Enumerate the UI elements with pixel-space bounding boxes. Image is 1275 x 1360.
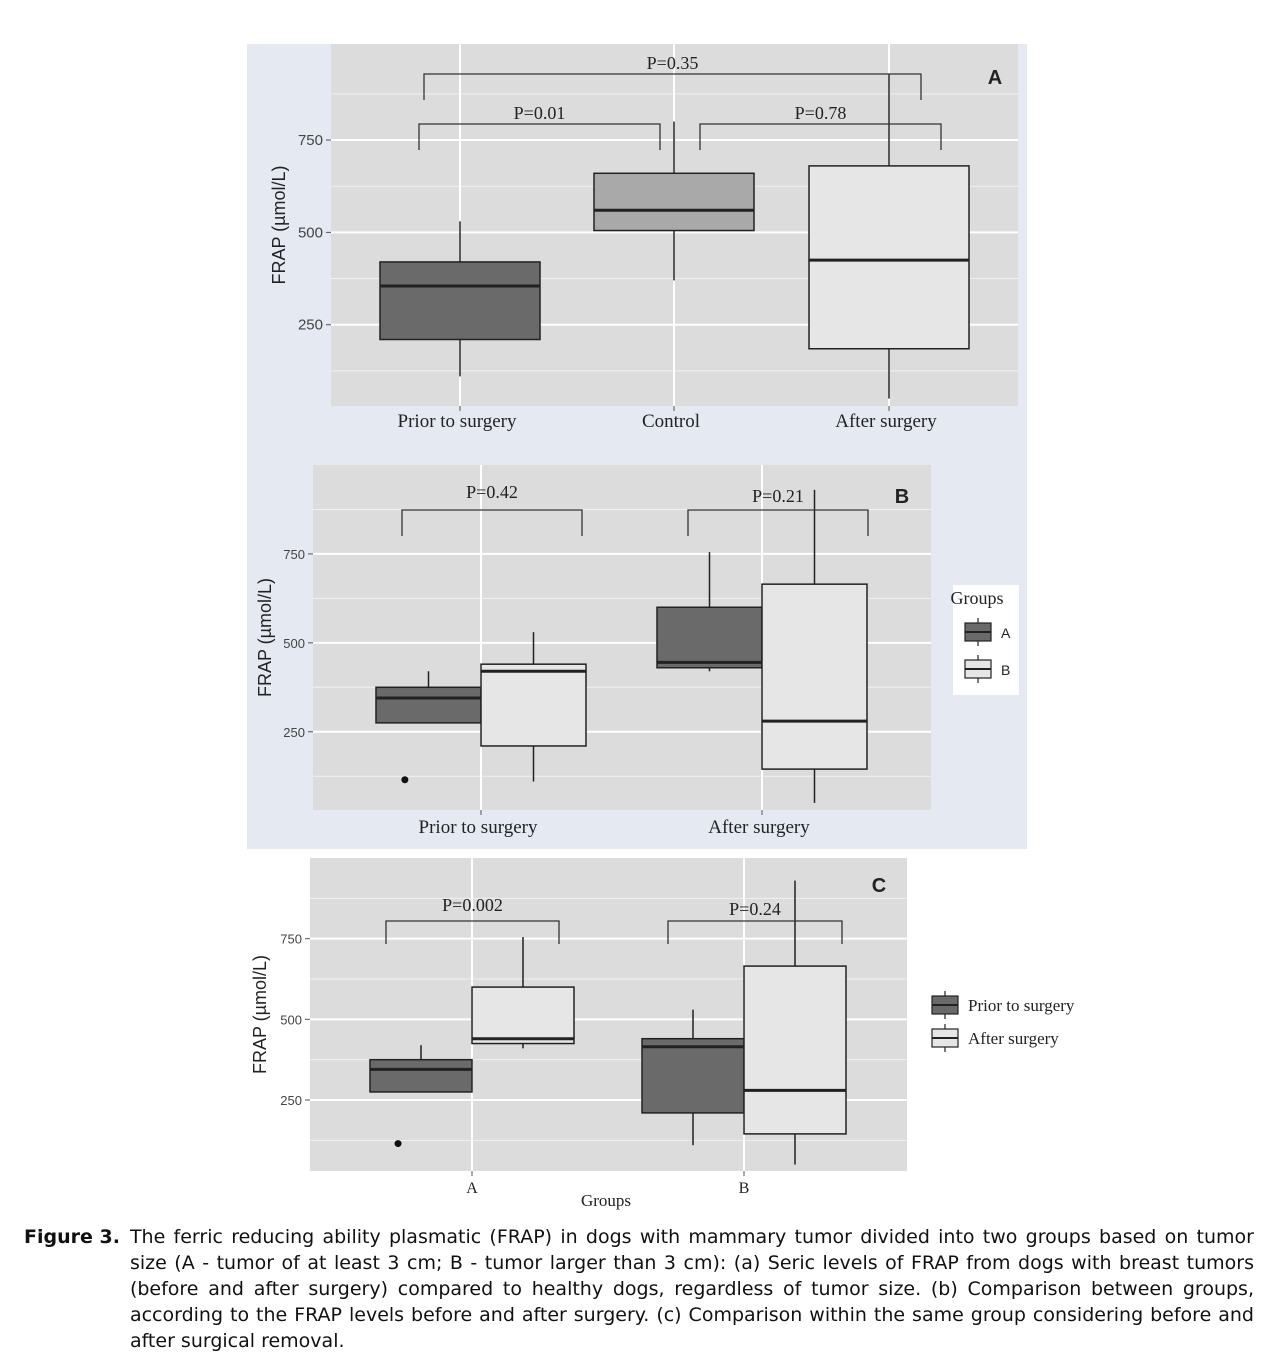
legend: Groups A B bbox=[951, 585, 1019, 695]
box-iqr bbox=[761, 583, 868, 770]
p-value-label: P=0.24 bbox=[729, 899, 781, 919]
p-value-label: P=0.42 bbox=[466, 482, 518, 502]
x-axis-label: Groups bbox=[581, 1191, 631, 1210]
y-tick-label: 500 bbox=[283, 636, 305, 651]
box-a-prior-to-surgery bbox=[375, 671, 482, 784]
p-value-label: P=0.35 bbox=[647, 53, 699, 73]
box-prior-to-surgery bbox=[379, 221, 541, 377]
comparison-bracket bbox=[423, 73, 922, 100]
legend-title: Groups bbox=[951, 588, 1004, 608]
y-tick-label: 250 bbox=[280, 1093, 302, 1108]
legend: Prior to surgery After surgery bbox=[931, 991, 1075, 1052]
panel-a: 250 500 750 FRAP (µmol/L) P=0.01 P=0.78 P=0.35… bbox=[269, 44, 1018, 432]
box-prior-to-surgery-a bbox=[369, 1045, 473, 1148]
y-axis-label: FRAP (µmol/L) bbox=[269, 165, 289, 284]
box-control bbox=[593, 121, 755, 281]
y-tick-label: 500 bbox=[280, 1012, 302, 1027]
x-tick-label: After surgery bbox=[708, 817, 810, 838]
y-tick-label: 250 bbox=[283, 725, 305, 740]
legend-key-a bbox=[964, 618, 992, 646]
box-iqr bbox=[641, 1037, 745, 1114]
box-iqr bbox=[656, 606, 763, 669]
x-tick-label: Control bbox=[642, 411, 700, 432]
panel-letter: B bbox=[895, 486, 909, 508]
legend-key-after-surgery bbox=[931, 1024, 959, 1052]
x-tick-label: Prior to surgery bbox=[398, 411, 517, 432]
outlier-point bbox=[401, 776, 409, 784]
y-tick-label: 500 bbox=[298, 224, 323, 241]
comparison-bracket bbox=[401, 509, 583, 536]
comparison-bracket bbox=[418, 123, 661, 150]
legend-label: Prior to surgery bbox=[968, 996, 1075, 1015]
legend-label: B bbox=[1001, 662, 1010, 678]
box-iqr bbox=[375, 686, 482, 724]
panel-b: 250 500 750 FRAP (µmol/L) P=0.42 P=0.21 Prior … bbox=[255, 465, 1019, 838]
p-value-label: P=0.01 bbox=[514, 103, 566, 123]
panel-letter: C bbox=[872, 875, 886, 897]
p-value-label: P=0.21 bbox=[752, 486, 804, 506]
box-iqr bbox=[743, 965, 847, 1135]
box-b-prior-to-surgery bbox=[480, 632, 587, 782]
box-after-surgery-a bbox=[471, 937, 575, 1049]
box-prior-to-surgery-b bbox=[641, 1009, 745, 1146]
panel-c: 250 500 750 FRAP (µmol/L) P=0.002 P=0.24 A B Gro… bbox=[250, 858, 1075, 1210]
box-iqr bbox=[379, 261, 541, 341]
x-tick-label: B bbox=[739, 1180, 750, 1197]
box-iqr bbox=[808, 165, 970, 350]
figure-caption: Figure 3. The ferric reducing ability pl… bbox=[24, 1224, 1254, 1354]
box-after-surgery-b bbox=[743, 880, 847, 1165]
comparison-bracket bbox=[667, 920, 843, 944]
y-tick-label: 750 bbox=[283, 547, 305, 562]
caption-text: The ferric reducing ability plasmatic (F… bbox=[129, 1226, 1254, 1352]
panel-letter: A bbox=[988, 67, 1002, 89]
outlier-point bbox=[394, 1140, 402, 1148]
box-iqr bbox=[471, 986, 575, 1045]
y-tick-label: 750 bbox=[280, 932, 302, 947]
legend-key-prior-to-surgery bbox=[931, 991, 959, 1019]
legend-key-b bbox=[964, 655, 992, 683]
x-tick-label: Prior to surgery bbox=[419, 817, 538, 838]
box-b-after-surgery bbox=[761, 489, 868, 803]
figure-3: 250 500 750 FRAP (µmol/L) P=0.01 P=0.78 P=0.35… bbox=[247, 44, 1075, 1210]
x-tick-label: A bbox=[466, 1180, 478, 1197]
y-axis-label: FRAP (µmol/L) bbox=[250, 955, 270, 1074]
x-tick-label: After surgery bbox=[835, 411, 937, 432]
box-iqr bbox=[369, 1058, 473, 1093]
p-value-label: P=0.002 bbox=[442, 895, 503, 915]
comparison-bracket bbox=[687, 509, 869, 536]
p-value-label: P=0.78 bbox=[795, 103, 847, 123]
legend-label: After surgery bbox=[968, 1029, 1059, 1048]
y-axis-label: FRAP (µmol/L) bbox=[255, 578, 275, 697]
comparison-bracket bbox=[385, 920, 560, 944]
caption-label: Figure 3. bbox=[24, 1226, 120, 1248]
box-a-after-surgery bbox=[656, 552, 763, 672]
box-after-surgery bbox=[808, 73, 970, 399]
legend-label: A bbox=[1001, 625, 1011, 641]
box-iqr bbox=[480, 663, 587, 747]
comparison-bracket bbox=[699, 123, 942, 150]
box-iqr bbox=[593, 172, 755, 232]
y-tick-label: 750 bbox=[298, 132, 323, 149]
y-tick-label: 250 bbox=[298, 317, 323, 334]
